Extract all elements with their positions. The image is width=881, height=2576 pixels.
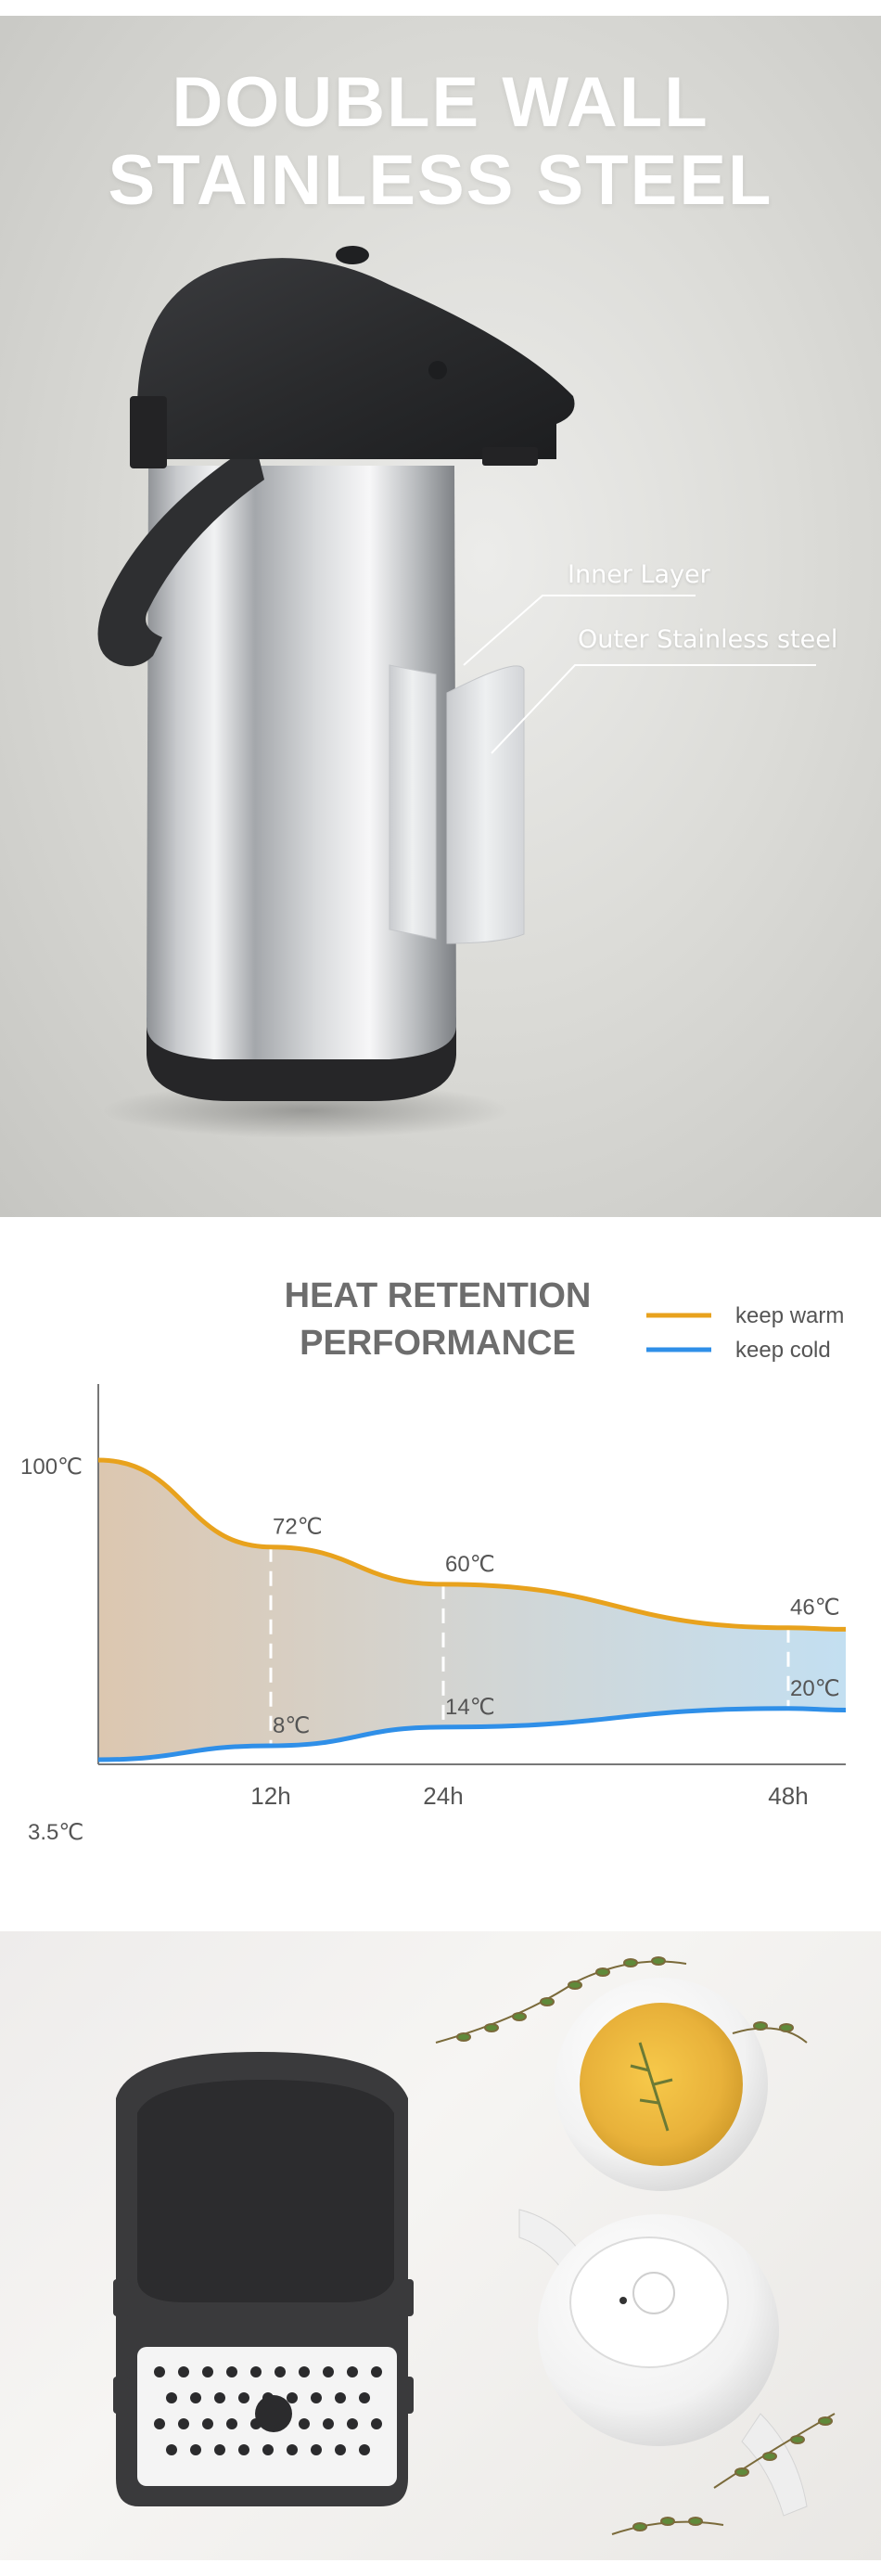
tray-hole [178,2418,189,2429]
flask-side-button [428,361,447,379]
cold-value-label-1: 14℃ [445,1695,495,1720]
tray-hole [335,2444,346,2455]
tray-hole [359,2444,370,2455]
tray-hole [202,2366,213,2377]
y-tick-top: 100℃ [20,1455,83,1480]
tray-hole [154,2418,165,2429]
x-tick-24h: 24h [423,1782,463,1810]
hero-title-line2: STAINLESS STEEL [108,141,773,220]
y-tick-bottom: 3.5℃ [28,1820,83,1845]
tray-hole [347,2418,358,2429]
tray-hole [250,2366,262,2377]
hero-title: DOUBLE WALL STAINLESS STEEL [0,64,881,220]
flask-hinge [130,396,167,468]
cold-value-label-2: 20℃ [790,1676,840,1701]
teapot-image [518,2209,808,2517]
x-tick-12h: 12h [250,1782,290,1810]
warm-value-label-2: 46℃ [790,1596,840,1621]
time-markers [269,1546,790,1764]
tray-hole [323,2366,334,2377]
chart-title-line2: PERFORMANCE [300,1324,576,1363]
legend-cold-label: keep cold [735,1338,831,1363]
legend-warm-label: keep warm [735,1303,844,1328]
chart-legend: keep warm keep cold [646,1303,844,1363]
tray-hole [262,2444,274,2455]
hero-section: DOUBLE WALL STAINLESS STEEL Inner Layer … [0,16,881,1217]
tray-hole [154,2366,165,2377]
tray-hole [202,2418,213,2429]
x-tick-labels: 12h 24h 48h [250,1782,808,1810]
tray-hole [299,2366,310,2377]
outer-steel-panel [446,665,525,944]
lifestyle-image [113,1956,836,2535]
inner-layer-panel [389,664,437,940]
outer-steel-label: Outer Stainless steel [578,625,838,654]
tray-hole [238,2444,249,2455]
tray-hole [371,2418,382,2429]
tray-hole [275,2366,286,2377]
chart-title-line1: HEAT RETENTION [285,1276,592,1315]
tray-hole [347,2366,358,2377]
warm-value-label-1: 60℃ [445,1552,495,1577]
tray-hole [166,2444,177,2455]
tray-hole [226,2418,237,2429]
tray-hole [166,2392,177,2403]
tray-hole [214,2392,225,2403]
tray-hole [238,2392,249,2403]
flask-spout [482,447,538,466]
lifestyle-section [0,1931,881,2560]
inner-layer-label: Inner Layer [568,560,710,589]
flask-cap [137,258,575,459]
flask-lock-button [336,246,369,264]
drip-tray-image [113,2052,414,2506]
tray-hole [190,2392,201,2403]
tray-hole [178,2366,189,2377]
tray-hole [226,2366,237,2377]
tray-hole [323,2418,334,2429]
tray-hole [214,2444,225,2455]
point-labels: 72℃ 60℃ 46℃ 8℃ 14℃ 20℃ [273,1515,840,1738]
flask-body [147,466,456,1059]
tray-hole [287,2444,298,2455]
cold-value-label-0: 8℃ [273,1713,310,1738]
airpot-flask-image [97,246,816,1138]
tray-hole [311,2392,322,2403]
heat-retention-section: HEAT RETENTION PERFORMANCE keep warm kee… [0,1217,881,1931]
outer-steel-leader [491,664,816,754]
hero-title-line1: DOUBLE WALL [172,63,709,142]
tray-hole [299,2418,310,2429]
tray-hole [335,2392,346,2403]
tray-hole [311,2444,322,2455]
tray-hole [190,2444,201,2455]
thyme-sprig-image [435,1956,836,2535]
flask-handle [97,442,264,667]
keep-cold-line [97,1706,847,1762]
retention-area [98,1460,846,1760]
tray-hole [359,2392,370,2403]
tea-cup-image [555,1978,768,2191]
tray-hole [287,2392,298,2403]
x-tick-48h: 48h [768,1782,808,1810]
tray-hole [371,2366,382,2377]
warm-value-label-0: 72℃ [273,1515,323,1540]
heat-retention-chart: HEAT RETENTION PERFORMANCE keep warm kee… [20,1276,847,1845]
keep-warm-line [97,1457,847,1632]
inner-layer-leader [463,595,696,666]
